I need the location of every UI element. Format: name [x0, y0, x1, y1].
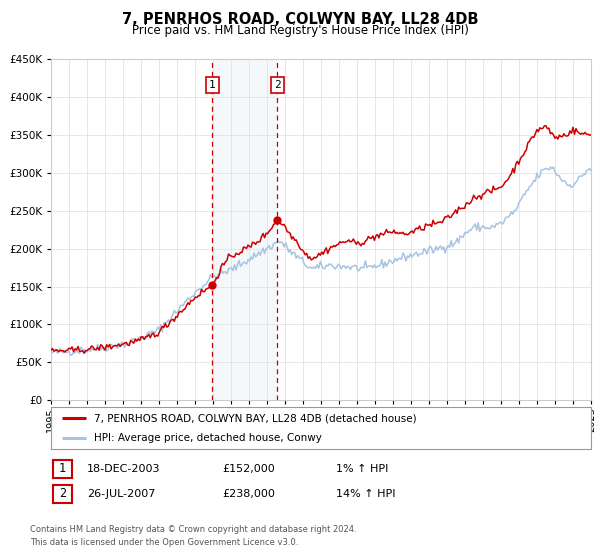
Text: Price paid vs. HM Land Registry's House Price Index (HPI): Price paid vs. HM Land Registry's House …	[131, 24, 469, 37]
Text: 26-JUL-2007: 26-JUL-2007	[87, 489, 155, 499]
Text: £238,000: £238,000	[222, 489, 275, 499]
Text: 7, PENRHOS ROAD, COLWYN BAY, LL28 4DB: 7, PENRHOS ROAD, COLWYN BAY, LL28 4DB	[122, 12, 478, 27]
Bar	[212, 59, 277, 400]
Text: This data is licensed under the Open Government Licence v3.0.: This data is licensed under the Open Gov…	[30, 538, 298, 547]
Text: £152,000: £152,000	[222, 464, 275, 474]
Text: 1: 1	[59, 462, 66, 475]
Text: 14% ↑ HPI: 14% ↑ HPI	[336, 489, 395, 499]
Text: Contains HM Land Registry data © Crown copyright and database right 2024.: Contains HM Land Registry data © Crown c…	[30, 525, 356, 534]
Text: HPI: Average price, detached house, Conwy: HPI: Average price, detached house, Conw…	[94, 433, 322, 443]
Text: 2: 2	[59, 487, 66, 501]
Text: 7, PENRHOS ROAD, COLWYN BAY, LL28 4DB (detached house): 7, PENRHOS ROAD, COLWYN BAY, LL28 4DB (d…	[94, 413, 417, 423]
Text: 1: 1	[209, 81, 215, 90]
Text: 1% ↑ HPI: 1% ↑ HPI	[336, 464, 388, 474]
Text: 2: 2	[274, 81, 280, 90]
Text: 18-DEC-2003: 18-DEC-2003	[87, 464, 161, 474]
